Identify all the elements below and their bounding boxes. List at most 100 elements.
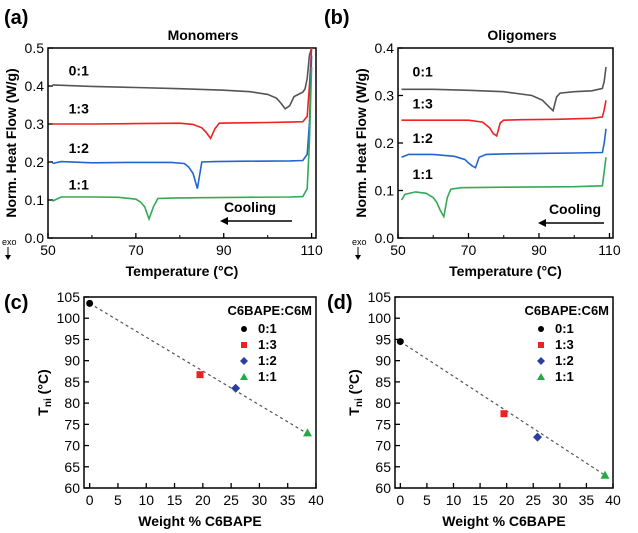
- x-tick-label: 5: [423, 492, 431, 508]
- y-tick-label: 0.2: [375, 135, 395, 151]
- exo-label: exo: [2, 237, 17, 247]
- cooling-arrow-head: [220, 217, 228, 225]
- cooling-arrow-head: [538, 219, 546, 227]
- x-tick-label: 20: [195, 492, 211, 508]
- y-tick-label: 85: [375, 374, 391, 390]
- y-tick-label: 65: [375, 459, 391, 475]
- x-tick-label: 50: [40, 242, 56, 258]
- data-point-1-2: [532, 432, 542, 442]
- legend-entry: 1:1: [555, 369, 574, 384]
- panel-b: (b) Oligomers 50 70 90 110 0.0 0.1 0.2 0.3 0.4 Temp…: [324, 7, 621, 279]
- fit-line: [399, 341, 606, 476]
- legend-marker-1-2: [537, 357, 545, 365]
- y-tick-label: 75: [64, 416, 80, 432]
- y-tick-label: 0.4: [375, 40, 395, 56]
- legend-marker-0-1: [241, 326, 247, 332]
- x-tick-label: 90: [531, 242, 547, 258]
- y-axis-label: Norm. Heat Flow (W/g): [3, 68, 19, 217]
- panel-c: (c) 0 5 10 15 20 25 30 35 40 60 65 70 75 80 85 90 95 100 10…: [4, 289, 324, 529]
- y-tick-label: 90: [64, 353, 80, 369]
- series-label: 0:1: [413, 64, 433, 80]
- series-label: 1:2: [413, 130, 433, 146]
- panel-d: (d) 0 5 10 15 20 25 30 35 40 60 65 70 75 80 85 90 95 100 10…: [327, 289, 621, 529]
- y-tick-label: 95: [375, 331, 391, 347]
- x-tick-label: 40: [308, 492, 324, 508]
- data-point-1-1: [303, 428, 313, 437]
- fit-line: [89, 302, 308, 435]
- data-point-0-1: [396, 338, 404, 346]
- y-axis-label: Tni (°C): [35, 369, 54, 415]
- y-tick-label: 0.0: [375, 230, 395, 246]
- x-tick-label: 30: [252, 492, 268, 508]
- x-tick-label: 35: [579, 492, 595, 508]
- legend-marker-1-1: [240, 373, 248, 380]
- series-line-1-3: [401, 100, 607, 138]
- x-tick-label: 25: [525, 492, 541, 508]
- y-tick-label: 80: [64, 395, 80, 411]
- cooling-label: Cooling: [224, 199, 276, 215]
- series-line-1-1: [52, 66, 313, 222]
- x-tick-label: 35: [280, 492, 296, 508]
- y-tick-label: 0.1: [375, 183, 395, 199]
- legend-marker-1-1: [537, 373, 545, 380]
- series-label: 0:1: [69, 62, 89, 78]
- y-tick-label: 105: [57, 289, 81, 305]
- x-axis-label: Temperature (°C): [449, 263, 562, 279]
- x-tick-label: 0: [396, 492, 404, 508]
- series-line-1-2: [401, 128, 607, 169]
- x-tick-label: 40: [605, 492, 621, 508]
- series-label: 1:1: [413, 166, 433, 182]
- legend-entry: 1:1: [258, 369, 277, 384]
- x-tick-label: 30: [552, 492, 568, 508]
- plot-frame: [83, 296, 317, 489]
- x-tick-label: 5: [114, 492, 122, 508]
- y-tick-label: 75: [375, 416, 391, 432]
- y-tick-label: 0.1: [25, 192, 45, 208]
- legend-marker-1-2: [240, 357, 248, 365]
- legend-entry: 1:2: [258, 353, 277, 368]
- data-point-0-1: [86, 299, 94, 307]
- x-tick-label: 110: [598, 242, 621, 258]
- legend-entry: 1:3: [555, 337, 574, 352]
- legend-marker-0-1: [538, 326, 544, 332]
- panel-label: (d): [327, 292, 353, 314]
- data-point-1-1: [600, 470, 610, 479]
- y-tick-label: 65: [64, 459, 80, 475]
- data-point-1-3: [196, 371, 204, 379]
- y-tick-label: 80: [375, 395, 391, 411]
- series-line-1-2: [52, 55, 313, 189]
- y-axis-label: Tni (°C): [346, 369, 365, 415]
- y-tick-label: 70: [64, 438, 80, 454]
- y-tick-label: 60: [64, 480, 80, 496]
- legend-entry: 1:2: [555, 353, 574, 368]
- y-tick-label: 60: [375, 480, 391, 496]
- y-tick-label: 100: [368, 310, 392, 326]
- x-tick-label: 70: [461, 242, 477, 258]
- y-tick-label: 0.0: [25, 230, 45, 246]
- series-line-0-1: [52, 47, 313, 110]
- legend-marker-1-3: [241, 342, 247, 348]
- x-tick-label: 50: [390, 242, 406, 258]
- y-tick-label: 95: [64, 331, 80, 347]
- y-tick-label: 100: [57, 310, 81, 326]
- series-label: 1:3: [413, 95, 433, 111]
- exo-arrow-head: [5, 255, 11, 260]
- panel-a: (a) Monomers 50 70 90 110 0.0 0.1 0.2 0.3 0.4 0.5 Te…: [2, 7, 323, 279]
- x-tick-label: 70: [128, 242, 144, 258]
- y-tick-label: 0.3: [375, 88, 395, 104]
- data-point-1-2: [231, 383, 241, 393]
- legend-marker-1-3: [538, 342, 544, 348]
- series-label: 1:2: [69, 140, 89, 156]
- panel-label: (c): [4, 292, 28, 314]
- series-line-1-1: [400, 157, 607, 219]
- y-tick-label: 70: [375, 438, 391, 454]
- legend-entry: 0:1: [258, 321, 277, 336]
- panel-title: Monomers: [168, 27, 239, 43]
- x-tick-label: 15: [167, 492, 183, 508]
- exo-label: exo: [352, 237, 367, 247]
- y-tick-label: 105: [368, 289, 392, 305]
- y-tick-label: 0.2: [25, 154, 45, 170]
- series-label: 1:3: [69, 100, 89, 116]
- plot-frame: [47, 47, 317, 239]
